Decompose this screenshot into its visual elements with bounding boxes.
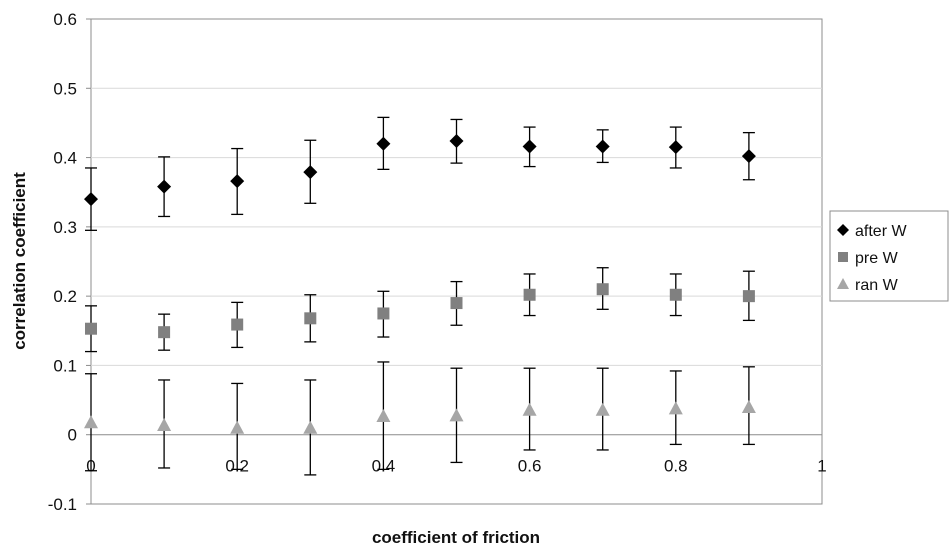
point-pre-w [450, 297, 463, 310]
x-tick-label: 0.8 [664, 457, 688, 476]
point-ran-w [449, 408, 464, 422]
point-ran-w [376, 409, 391, 423]
point-after-w [230, 174, 245, 189]
x-tick-label: 0.6 [518, 457, 542, 476]
point-after-w [449, 133, 464, 148]
point-ran-w [668, 401, 683, 415]
point-after-w [522, 139, 537, 154]
point-after-w [157, 179, 172, 194]
y-tick-label: 0.4 [53, 149, 77, 168]
point-pre-w [523, 288, 536, 301]
point-after-w [84, 192, 98, 207]
point-pre-w [742, 290, 755, 303]
x-tick-label: 1 [817, 457, 826, 476]
legend-marker-after-w [837, 224, 849, 236]
y-tick-label: 0.6 [53, 10, 77, 29]
y-tick-label: 0.2 [53, 287, 77, 306]
y-tick-label: -0.1 [48, 495, 77, 514]
legend-box [829, 210, 949, 302]
x-axis-label: coefficient of friction [372, 528, 540, 546]
point-pre-w [158, 326, 171, 339]
point-ran-w [595, 402, 610, 416]
point-after-w [303, 165, 318, 180]
data-points [84, 133, 756, 434]
y-tick-label: 0.5 [53, 79, 77, 98]
y-tick-label: 0.1 [53, 356, 77, 375]
point-pre-w [231, 318, 244, 331]
point-pre-w [669, 288, 682, 301]
point-ran-w [522, 402, 537, 416]
point-after-w [595, 139, 610, 154]
point-pre-w [85, 322, 97, 335]
legend-marker-ran-w [837, 278, 849, 289]
point-pre-w [377, 307, 390, 320]
y-tick-label: 0 [68, 426, 77, 445]
legend-marker-pre-w [838, 252, 848, 262]
y-axis-label: correlation coefficient [10, 172, 29, 350]
y-axis-ticks: -0.1 0 0.1 0.2 0.3 0.4 0.5 0.6 [48, 10, 91, 514]
y-tick-label: 0.3 [53, 218, 77, 237]
point-ran-w [157, 418, 172, 432]
point-ran-w [741, 400, 756, 413]
point-pre-w [596, 283, 609, 296]
point-ran-w [230, 420, 245, 434]
point-after-w [376, 136, 391, 151]
legend-entry-pre-w: pre W [855, 250, 899, 267]
point-after-w [668, 140, 683, 155]
legend: after W pre W ran W [829, 210, 949, 302]
point-ran-w [84, 415, 98, 429]
legend-entry-after-w: after W [855, 223, 907, 240]
point-pre-w [304, 312, 317, 325]
point-ran-w [303, 420, 318, 434]
point-after-w [741, 149, 756, 164]
legend-entry-ran-w: ran W [855, 277, 899, 294]
